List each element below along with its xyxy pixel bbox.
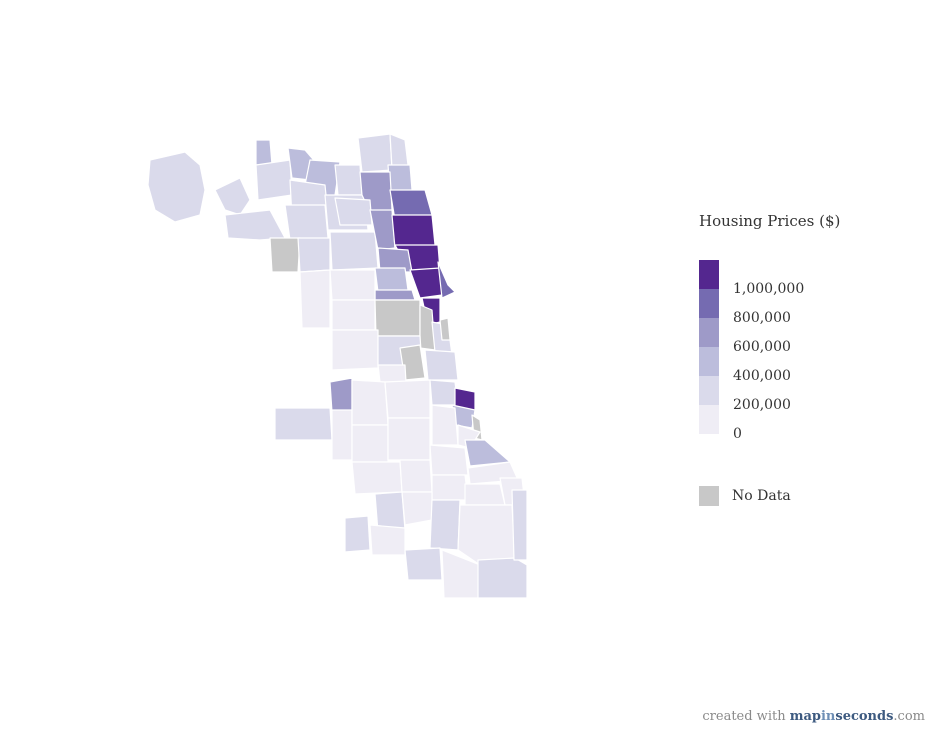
legend-swatch bbox=[699, 376, 719, 405]
community-area[interactable] bbox=[224, 209, 286, 241]
credit-brand-seconds: seconds bbox=[835, 709, 894, 724]
community-area[interactable] bbox=[464, 483, 506, 506]
community-area[interactable] bbox=[147, 151, 206, 223]
community-area[interactable] bbox=[431, 404, 459, 446]
no-data-label: No Data bbox=[732, 488, 791, 504]
community-area[interactable] bbox=[331, 299, 376, 331]
legend-title: Housing Prices ($) bbox=[699, 212, 841, 230]
credit-brand-map: map bbox=[789, 709, 821, 724]
community-area[interactable] bbox=[387, 164, 413, 193]
legend-label: 600,000 bbox=[733, 339, 791, 355]
legend-swatch bbox=[699, 405, 719, 434]
community-area[interactable] bbox=[297, 237, 331, 273]
community-areas bbox=[147, 133, 528, 599]
community-area[interactable] bbox=[511, 489, 528, 561]
community-area[interactable] bbox=[477, 557, 528, 599]
community-area[interactable] bbox=[351, 379, 389, 426]
community-area[interactable] bbox=[409, 267, 443, 299]
credit-link[interactable]: created with mapinseconds.com bbox=[702, 709, 925, 724]
community-area[interactable] bbox=[331, 329, 379, 371]
legend-color-scale: 1,000,000 800,000 600,000 400,000 200,00… bbox=[699, 260, 879, 442]
credit-brand-in: in bbox=[820, 709, 836, 724]
community-area[interactable] bbox=[401, 491, 433, 526]
community-area[interactable] bbox=[269, 237, 301, 273]
credit-suffix: .com bbox=[893, 709, 925, 724]
legend-label: 200,000 bbox=[733, 397, 791, 413]
community-area[interactable] bbox=[391, 214, 436, 249]
legend-label: 0 bbox=[733, 426, 742, 442]
community-area[interactable] bbox=[299, 269, 331, 329]
community-area[interactable] bbox=[334, 164, 363, 196]
community-area[interactable] bbox=[374, 289, 416, 301]
community-area[interactable] bbox=[344, 515, 371, 553]
community-area[interactable] bbox=[404, 547, 443, 581]
community-area[interactable] bbox=[374, 267, 409, 293]
community-area[interactable] bbox=[274, 407, 333, 441]
no-data-swatch bbox=[699, 486, 719, 506]
community-area[interactable] bbox=[351, 424, 389, 463]
legend-swatch bbox=[699, 289, 719, 318]
legend-label: 400,000 bbox=[733, 368, 791, 384]
community-area[interactable] bbox=[437, 261, 456, 299]
community-area[interactable] bbox=[384, 379, 431, 419]
community-area[interactable] bbox=[389, 133, 409, 169]
community-area[interactable] bbox=[351, 461, 403, 495]
community-area[interactable] bbox=[387, 417, 431, 461]
community-area[interactable] bbox=[377, 364, 407, 383]
legend-label: 800,000 bbox=[733, 310, 791, 326]
community-area[interactable] bbox=[329, 377, 353, 413]
community-area[interactable] bbox=[284, 204, 329, 241]
legend-no-data: No Data bbox=[699, 486, 791, 506]
community-area[interactable] bbox=[429, 444, 469, 476]
community-area[interactable] bbox=[357, 133, 393, 173]
community-area[interactable] bbox=[369, 524, 406, 556]
legend-swatch bbox=[699, 347, 719, 376]
community-area[interactable] bbox=[439, 317, 451, 341]
community-area[interactable] bbox=[255, 139, 273, 166]
community-area[interactable] bbox=[374, 299, 421, 337]
community-area[interactable] bbox=[424, 349, 459, 381]
community-area[interactable] bbox=[429, 499, 461, 551]
community-area[interactable] bbox=[464, 439, 511, 467]
community-area[interactable] bbox=[334, 197, 373, 226]
community-area[interactable] bbox=[329, 269, 376, 301]
credit-prefix: created with bbox=[702, 709, 790, 724]
community-area[interactable] bbox=[431, 474, 469, 501]
community-area[interactable] bbox=[399, 459, 433, 493]
community-area[interactable] bbox=[429, 379, 459, 406]
community-area[interactable] bbox=[255, 159, 293, 201]
community-area[interactable] bbox=[214, 177, 251, 216]
community-area[interactable] bbox=[457, 504, 516, 566]
map-legend: Housing Prices ($) 1,000,000 800,000 600… bbox=[699, 212, 879, 506]
legend-label: 1,000,000 bbox=[733, 281, 805, 297]
legend-swatch bbox=[699, 318, 719, 347]
legend-swatch bbox=[699, 260, 719, 289]
community-area[interactable] bbox=[331, 409, 353, 461]
community-area[interactable] bbox=[329, 231, 379, 271]
